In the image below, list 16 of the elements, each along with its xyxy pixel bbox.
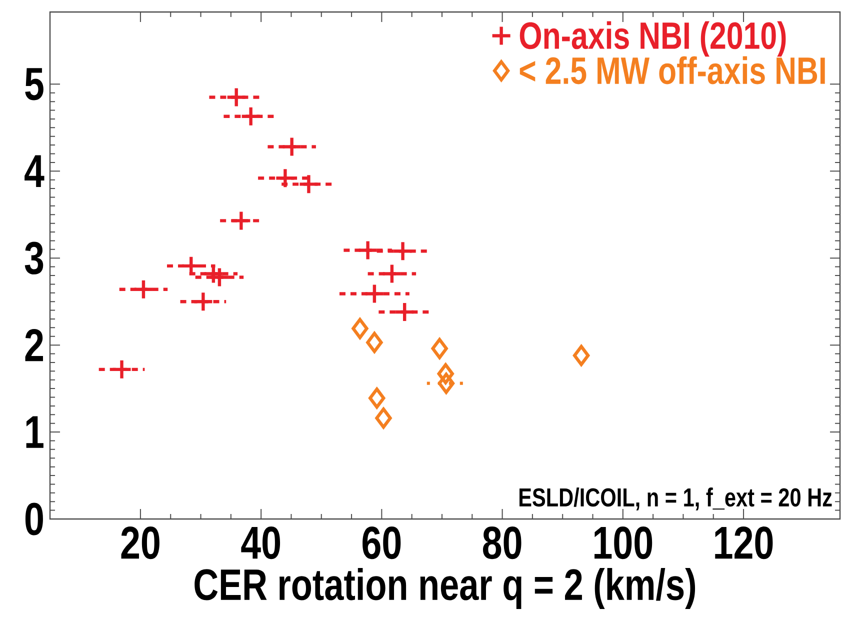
x-tick-label: 100 (594, 526, 652, 560)
x-tick-label: 120 (715, 526, 773, 560)
text: On-axis NBI (2010) (520, 21, 786, 57)
y-tick-label: 2 (25, 329, 43, 362)
y-tick-label: 4 (24, 155, 44, 187)
annotation: ESLD/ICOIL, n = 1, f_ext = 20 Hz (520, 488, 832, 510)
x-tick-label: 60 (362, 526, 401, 560)
y-tick-label: 5 (25, 68, 44, 100)
y-tick-label: 1 (26, 416, 44, 448)
y-tick-label: 3 (24, 242, 44, 274)
x-axis-title: CER rotation near q = 2 (km/s) (194, 568, 696, 609)
x-tick-label: 40 (241, 526, 280, 560)
x-tick-label: 20 (121, 526, 160, 560)
y-tick-label: 0 (25, 502, 43, 536)
legend-label: < 2.5 MW off-axis NBI (520, 56, 825, 84)
x-tick-label: 80 (482, 526, 522, 560)
